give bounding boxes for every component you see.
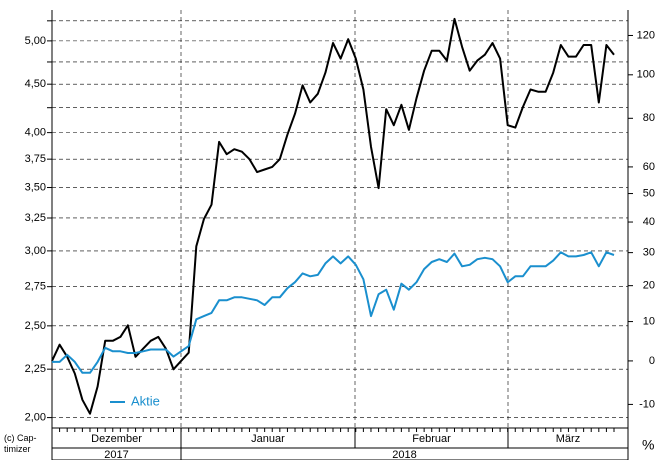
y2-tick-label: 100 — [637, 69, 655, 81]
y2-tick-label: -10 — [639, 398, 655, 410]
y-tick-label: 3,50 — [25, 181, 46, 193]
y2-tick-label: 60 — [643, 161, 655, 173]
y-tick-label: 5,00 — [25, 35, 46, 47]
y2-axis-label: % — [642, 437, 654, 453]
y-tick-label: 2,25 — [25, 363, 46, 375]
y2-tick-label: 40 — [643, 216, 655, 228]
y-tick-label: 2,50 — [25, 320, 46, 332]
year-label: 2018 — [392, 449, 416, 460]
y-tick-label: 2,00 — [25, 411, 46, 423]
series-line — [52, 251, 615, 374]
month-label: Januar — [251, 433, 285, 445]
y2-tick-label: 30 — [643, 247, 655, 259]
y-tick-label: 3,00 — [25, 245, 46, 257]
y-tick-label: 4,00 — [25, 127, 46, 139]
month-label: März — [556, 433, 580, 445]
year-label: 2017 — [104, 449, 128, 460]
y-tick-label: 4,50 — [25, 78, 46, 90]
y2-tick-label: 120 — [637, 29, 655, 41]
y2-tick-label: 20 — [643, 280, 655, 292]
y2-tick-label: 0 — [649, 355, 655, 367]
y-tick-label: 3,75 — [25, 153, 46, 165]
month-label: Dezember — [91, 433, 142, 445]
series-line — [51, 17, 615, 415]
y-tick-label: 3,25 — [25, 212, 46, 224]
credit: (c) Cap-timizer — [4, 433, 37, 454]
legend-label: Aktie — [131, 393, 160, 408]
y2-tick-label: 10 — [643, 315, 655, 327]
y2-tick-label: 80 — [643, 112, 655, 124]
y2-tick-label: 50 — [643, 187, 655, 199]
y-tick-label: 2,75 — [25, 281, 46, 293]
month-label: Februar — [412, 433, 451, 445]
